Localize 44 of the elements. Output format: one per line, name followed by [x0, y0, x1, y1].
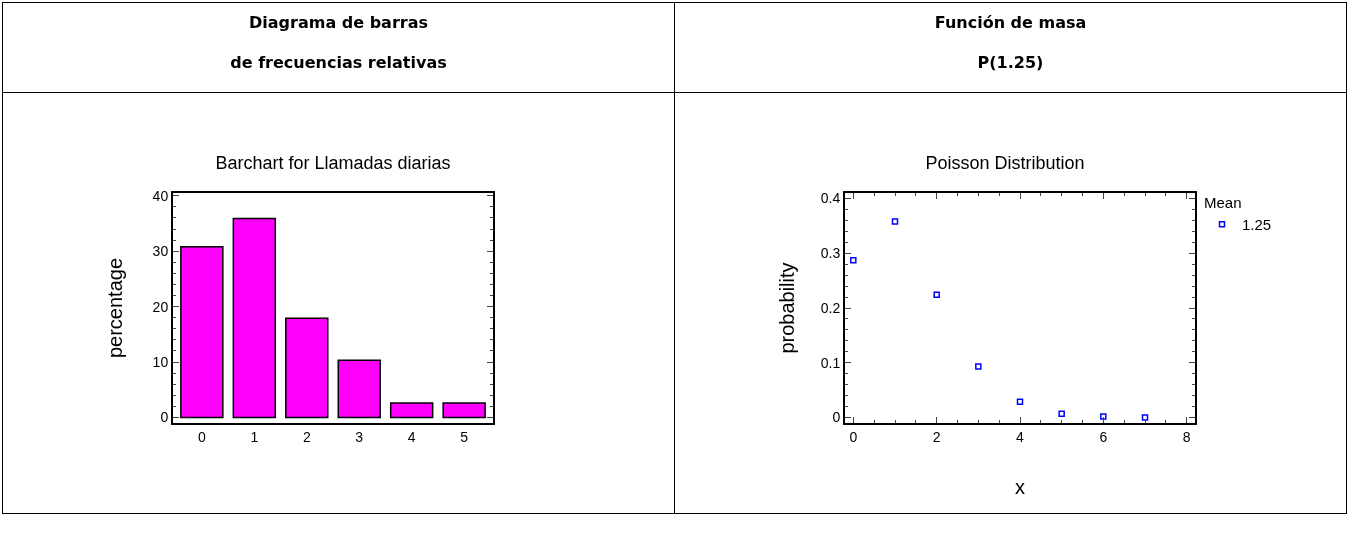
x-tick-label: 4 — [1016, 428, 1025, 445]
x-tick-label: 3 — [355, 428, 364, 445]
x-tick-label: 2 — [302, 428, 311, 445]
point — [1016, 398, 1024, 405]
bar — [389, 402, 434, 419]
legend-label: 1.25 — [1242, 216, 1272, 233]
chart-title: Diagrama de barras de frecuencias relativas — [230, 13, 447, 72]
point — [933, 291, 940, 299]
x-tick-label: 8 — [1182, 428, 1191, 445]
bar — [180, 246, 224, 419]
y-tick-label: 40 — [152, 187, 169, 204]
x-tick-label: 0 — [197, 428, 206, 445]
bar — [442, 402, 486, 419]
point — [975, 363, 982, 370]
y-tick-label: 30 — [152, 243, 169, 260]
bar — [337, 359, 381, 419]
y-tick-label: 0 — [832, 409, 841, 426]
chart-subtitle: Poisson Distribution — [925, 152, 1085, 173]
x-axis-title: x — [1015, 476, 1025, 498]
chart-title: Función de masa P(1.25) — [934, 13, 1087, 72]
bar — [232, 217, 277, 419]
point — [1141, 414, 1149, 421]
y-axis-title: percentage — [104, 257, 126, 359]
chart-subtitle: Barchart for Llamadas diarias — [215, 152, 451, 173]
bar — [285, 317, 329, 419]
y-tick-label: 0.2 — [820, 299, 841, 316]
x-tick-label: 5 — [460, 428, 469, 445]
y-axis-title: probability — [776, 262, 798, 354]
x-tick-label: 4 — [407, 428, 416, 445]
x-tick-label: 0 — [849, 428, 858, 445]
y-tick-label: 0.3 — [820, 245, 841, 262]
point — [850, 257, 857, 264]
y-tick-label: 20 — [152, 298, 169, 315]
point — [1058, 410, 1065, 417]
y-tick-label: 0.4 — [820, 190, 841, 207]
point — [1100, 413, 1107, 420]
x-tick-label: 2 — [932, 428, 941, 445]
legend-title: Mean — [1204, 193, 1242, 211]
y-tick-label: 10 — [152, 353, 169, 370]
x-tick-label: 1 — [250, 428, 259, 445]
y-tick-label: 0.1 — [820, 354, 841, 371]
y-tick-label: 0 — [160, 409, 169, 426]
x-tick-label: 6 — [1099, 428, 1108, 445]
point — [891, 218, 899, 225]
